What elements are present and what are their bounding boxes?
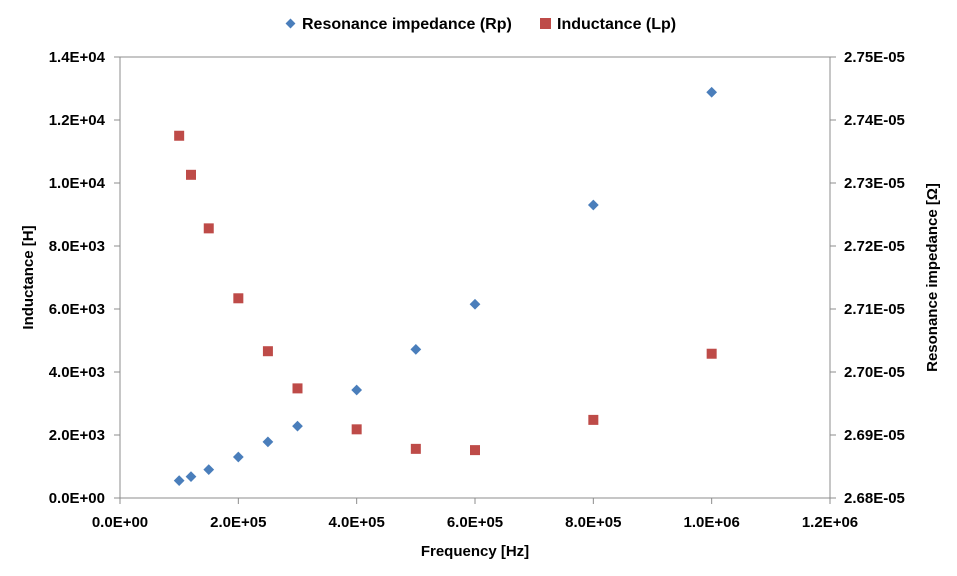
rp-data-point (469, 298, 481, 310)
legend-label-rp: Resonance impedance (Rp) (302, 16, 512, 33)
lp-data-point (351, 424, 362, 435)
legend: Resonance impedance (Rp) Inductance (Lp) (285, 16, 676, 33)
left-y-tick-label: 6.0E+03 (49, 301, 105, 318)
right-y-tick-label: 2.71E-05 (844, 301, 905, 318)
x-tick-label: 2.0E+05 (210, 514, 266, 531)
rp-data-point (232, 451, 244, 463)
x-axis-title: Frequency [Hz] (421, 543, 529, 560)
rp-data-point (351, 384, 363, 396)
lp-data-point (706, 348, 717, 359)
x-tick-label: 4.0E+05 (329, 514, 385, 531)
right-y-tick-label: 2.74E-05 (844, 112, 905, 129)
rp-data-point (706, 86, 718, 98)
x-tick-label: 0.0E+00 (92, 514, 148, 531)
left-y-tick-label: 2.0E+03 (49, 427, 105, 444)
lp-data-point (233, 293, 244, 304)
x-tick-label: 1.2E+06 (802, 514, 858, 531)
plot-area (119, 56, 831, 499)
left-y-tick-label: 1.2E+04 (49, 112, 106, 129)
rp-data-point (203, 464, 215, 476)
left-y-tick-label: 1.0E+04 (49, 175, 106, 192)
lp-data-point (203, 223, 214, 234)
right-y-tick-label: 2.69E-05 (844, 427, 905, 444)
legend-marker-rp (285, 18, 296, 29)
rp-data-point (292, 420, 303, 432)
left-y-tick-label: 8.0E+03 (49, 238, 105, 255)
left-y-tick-label: 4.0E+03 (49, 364, 105, 381)
data-points (173, 86, 718, 487)
left-y-axis-title: Inductance [H] (20, 225, 37, 329)
rp-data-point (262, 436, 274, 448)
right-y-tick-label: 2.70E-05 (844, 364, 905, 381)
x-axis: 0.0E+00 2.0E+05 4.0E+05 6.0E+05 8.0E+05 1.0E+… (92, 498, 858, 531)
right-y-tick-label: 2.73E-05 (844, 175, 905, 192)
x-tick-label: 1.0E+06 (684, 514, 740, 531)
x-tick-label: 6.0E+05 (447, 514, 503, 531)
x-tick-label: 8.0E+05 (565, 514, 621, 531)
lp-data-point (470, 445, 480, 456)
left-y-tick-label: 1.4E+04 (49, 49, 106, 66)
lp-data-point (262, 346, 273, 357)
rp-data-point (173, 475, 185, 487)
legend-marker-lp (540, 18, 551, 29)
lp-data-point (292, 383, 303, 394)
lp-data-point (186, 169, 196, 180)
left-y-tick-label: 0.0E+00 (49, 490, 105, 507)
right-y-axis-title: Resonance impedance [Ω] (924, 183, 941, 372)
rp-data-point (185, 471, 197, 482)
right-y-axis: 2.68E-05 2.69E-05 2.70E-05 2.71E-05 2.72E-05… (830, 49, 905, 507)
left-y-axis: 0.0E+00 2.0E+03 4.0E+03 6.0E+03 8.0E+03 1.0E+… (49, 49, 120, 507)
legend-label-lp: Inductance (Lp) (557, 16, 676, 33)
right-y-tick-label: 2.68E-05 (844, 490, 905, 507)
lp-data-point (588, 414, 599, 425)
lp-data-point (174, 130, 185, 141)
right-y-tick-label: 2.75E-05 (844, 49, 905, 66)
right-y-tick-label: 2.72E-05 (844, 238, 905, 255)
rp-data-point (587, 199, 599, 211)
rp-data-point (410, 343, 422, 355)
lp-data-point (410, 443, 421, 454)
